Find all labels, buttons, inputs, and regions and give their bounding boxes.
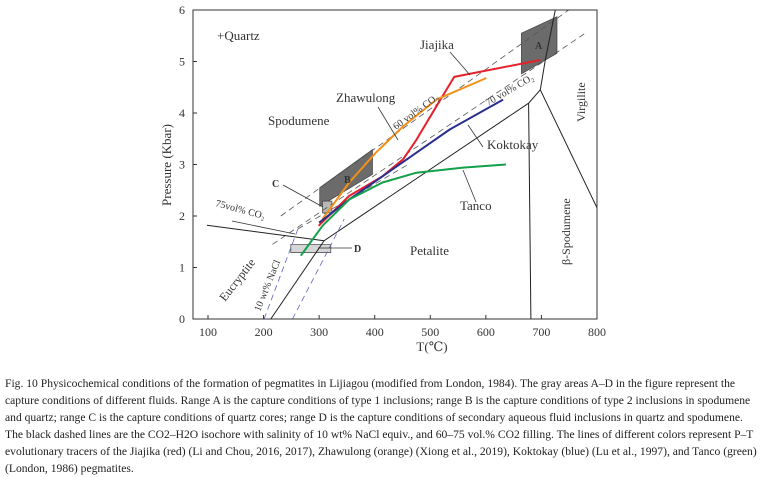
nacl-isochore-line xyxy=(292,218,345,320)
x-tick-label: 500 xyxy=(421,325,439,339)
y-tick-label: 6 xyxy=(179,3,185,17)
axes: 100 200 300 400 500 600 700 800 0 1 2 3 4 5 6 xyxy=(179,3,606,339)
figure-caption: Fig. 10 Physicochemical conditions of th… xyxy=(5,377,757,475)
y-tick-label: 5 xyxy=(179,55,185,69)
x-tick-label: 600 xyxy=(477,325,495,339)
series-line-jiajika xyxy=(317,59,541,227)
region-label-spodumene: Spodumene xyxy=(268,113,330,128)
co2-isochore-line xyxy=(280,9,569,217)
series-label-zhawulong: Zhawulong xyxy=(336,90,396,105)
x-axis-label: T(℃) xyxy=(416,339,447,354)
range-b-area xyxy=(319,148,373,207)
annotation-10-wt-nacl: 10 wt% NaCl xyxy=(253,258,284,313)
label-leader-line xyxy=(449,51,471,76)
x-tick-label: 200 xyxy=(255,325,273,339)
series-line-zhawulong xyxy=(321,77,487,220)
region-label-beta-spodumene: β-Spodumene xyxy=(559,198,573,265)
label-leaders xyxy=(231,51,484,249)
label-leader-line xyxy=(231,220,296,235)
x-tick-label: 700 xyxy=(532,325,550,339)
region-label-eucryptite: Eucryptite xyxy=(216,256,258,304)
x-tick-label: 300 xyxy=(310,325,328,339)
label-leader-line xyxy=(467,124,484,148)
region-label-quartz: +Quartz xyxy=(217,28,260,43)
range-label-b: B xyxy=(344,175,351,186)
region-label-petalite: Petalite xyxy=(410,243,449,258)
y-tick-label: 1 xyxy=(179,261,185,275)
nacl-isochore-line xyxy=(263,225,300,320)
range-label-d: D xyxy=(354,244,361,255)
series-label-koktokay: Koktokay xyxy=(487,137,539,152)
pt-paths xyxy=(299,59,541,257)
x-tick-label: 100 xyxy=(199,325,217,339)
phase-boundary-line xyxy=(539,89,598,209)
series-label-jiajika: Jiajika xyxy=(420,37,454,52)
phase-boundaries xyxy=(206,9,598,320)
y-tick-label: 4 xyxy=(179,106,185,120)
fluid-ranges xyxy=(290,16,558,253)
range-d-area xyxy=(290,243,332,253)
region-label-virgilite: Virgilite xyxy=(574,82,588,122)
x-tick-label: 800 xyxy=(588,325,606,339)
range-label-a: A xyxy=(535,41,543,52)
x-tick-label: 400 xyxy=(366,325,384,339)
phase-boundary-line xyxy=(528,103,532,320)
series-line-tanco xyxy=(299,163,506,257)
y-tick-label: 0 xyxy=(179,312,185,326)
phase-boundary-line xyxy=(270,9,556,320)
y-axis-label: Pressure (Kbar) xyxy=(159,124,174,206)
phase-boundary-line xyxy=(206,224,325,242)
label-leader-line xyxy=(377,106,399,141)
range-a-area xyxy=(521,16,558,75)
co2-isochore-line xyxy=(272,32,586,245)
y-tick-label: 3 xyxy=(179,158,185,172)
label-leader-line xyxy=(462,169,477,203)
label-leader-line xyxy=(282,184,324,208)
series-label-tanco: Tanco xyxy=(460,198,492,213)
annotation-75-vol-co2: 75vol% CO₂ xyxy=(214,198,266,222)
y-tick-label: 2 xyxy=(179,209,185,223)
range-label-c: C xyxy=(272,179,279,190)
